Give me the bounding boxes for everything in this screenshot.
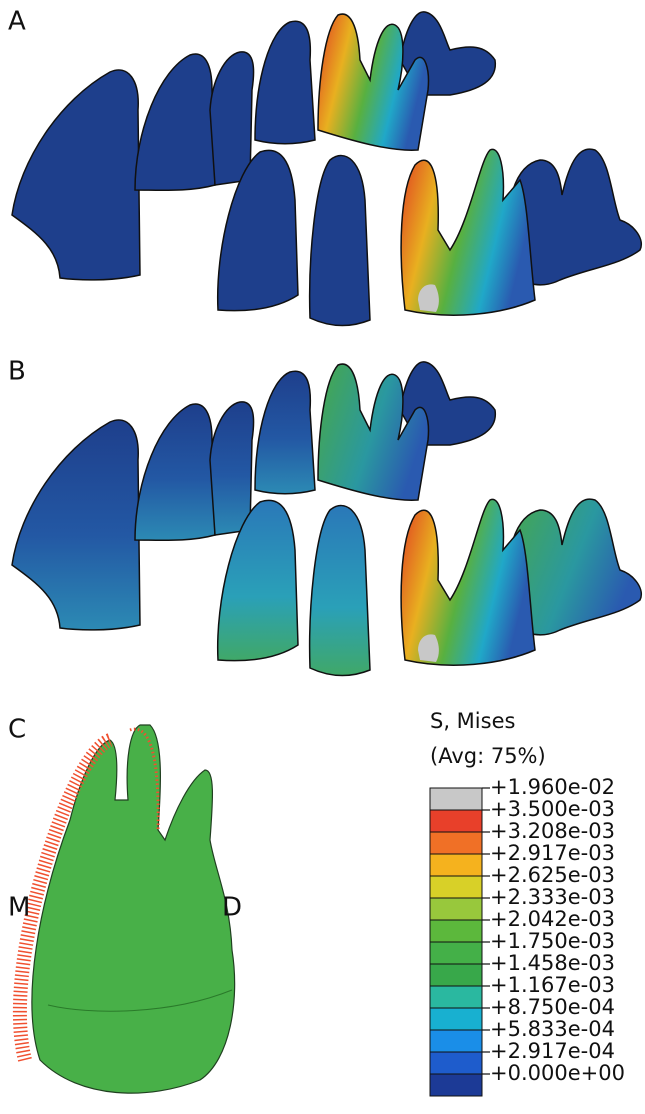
color-box <box>430 876 482 898</box>
legend-label: +1.960e-02 <box>490 775 615 799</box>
legend-label: +2.917e-04 <box>490 1039 615 1063</box>
legend-label: +2.042e-03 <box>490 907 615 931</box>
color-box <box>430 854 482 876</box>
color-box <box>430 964 482 986</box>
panel-label: C <box>8 715 26 745</box>
color-box <box>430 832 482 854</box>
color-box <box>430 1074 482 1096</box>
legend-label: +2.917e-03 <box>490 841 615 865</box>
color-box <box>430 810 482 832</box>
legend-label: +2.333e-03 <box>490 885 615 909</box>
legend-label: +8.750e-04 <box>490 995 615 1019</box>
legend-label: +5.833e-04 <box>490 1017 615 1041</box>
color-box <box>430 788 482 810</box>
panel-c <box>20 725 235 1093</box>
panel-a <box>12 12 641 326</box>
legend-label: +1.750e-03 <box>490 929 615 953</box>
legend-label: +2.625e-03 <box>490 863 615 887</box>
legend-label: +3.500e-03 <box>490 797 615 821</box>
legend-label: +3.208e-03 <box>490 819 615 843</box>
color-box <box>430 986 482 1008</box>
legend-label: +0.000e+00 <box>490 1061 625 1085</box>
panel-label: A <box>8 7 26 37</box>
panel-label: B <box>8 357 26 387</box>
color-box <box>430 920 482 942</box>
annotation: M <box>8 893 30 923</box>
legend-title: S, Mises <box>430 709 515 733</box>
legend: S, Mises (Avg: 75%) +1.960e-02+3.500e-03… <box>430 709 625 1096</box>
color-box <box>430 1030 482 1052</box>
color-box <box>430 1008 482 1030</box>
color-box <box>430 898 482 920</box>
legend-label: +1.458e-03 <box>490 951 615 975</box>
legend-label: +1.167e-03 <box>490 973 615 997</box>
color-box <box>430 942 482 964</box>
panel-b <box>12 362 641 676</box>
annotation: D <box>222 893 242 923</box>
color-box <box>430 1052 482 1074</box>
figure: A B C M D S, Mises (Avg: 75%) +1.960e-02… <box>0 0 645 1110</box>
legend-subtitle: (Avg: 75%) <box>430 744 546 768</box>
